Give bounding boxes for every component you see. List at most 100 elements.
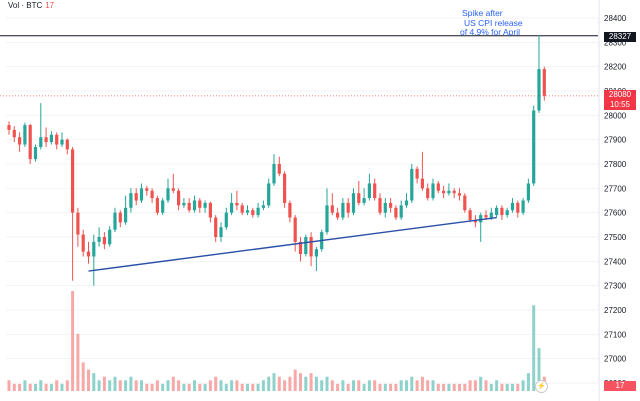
volume-bar [309, 373, 313, 391]
candle [150, 188, 154, 203]
candle-body [489, 212, 493, 218]
annotation-line-1: Spike after [462, 8, 503, 18]
candle-body [436, 183, 440, 191]
volume-bar [304, 376, 308, 391]
candle [182, 198, 186, 208]
candle [108, 226, 112, 247]
bar-countdown: 10:55 [609, 100, 631, 109]
volume-bar [230, 380, 234, 391]
candle [177, 188, 181, 211]
candle [60, 132, 64, 147]
volume-bar [346, 383, 350, 391]
volume-bar [118, 380, 122, 391]
volume-bar [293, 369, 297, 391]
volume-bar [283, 380, 287, 391]
candle-body [71, 149, 75, 213]
candle [357, 181, 361, 206]
candle-body [526, 183, 530, 201]
volume-bar [277, 376, 281, 391]
volume-bar [357, 380, 361, 391]
volume-bar [341, 380, 345, 391]
candle-body [145, 188, 149, 191]
candle [33, 144, 38, 162]
volume-bar [55, 380, 59, 391]
volume-bars [7, 291, 546, 391]
volume-indicator-label[interactable]: Vol · BTC 17 [8, 1, 54, 10]
volume-bar [256, 383, 260, 391]
volume-bar [447, 383, 451, 391]
candle-body [251, 210, 255, 216]
volume-bar [150, 383, 154, 391]
volume-bar [87, 369, 90, 391]
candle [256, 202, 260, 218]
candle-body [298, 241, 303, 255]
candle [12, 126, 16, 143]
candle [288, 200, 292, 223]
candle [452, 188, 456, 199]
price-grid [6, 17, 598, 384]
lightning-icon[interactable]: ⚡ [535, 380, 548, 393]
volume-bar [182, 383, 186, 391]
candle [145, 185, 149, 196]
candle-body [102, 237, 106, 245]
candle [389, 198, 393, 213]
candle-body [198, 200, 202, 208]
volume-bar [224, 383, 228, 391]
candle [426, 183, 430, 201]
volume-bar [7, 380, 11, 391]
candle-body [330, 205, 334, 213]
candle-body [187, 202, 191, 211]
candle [203, 200, 207, 213]
candle-body [118, 212, 122, 223]
candle-body [256, 207, 260, 216]
candle-body [81, 234, 85, 252]
volume-bar [526, 373, 530, 391]
candle [309, 232, 313, 267]
candle-body [76, 212, 80, 235]
volume-bar [219, 380, 223, 391]
candle-body [516, 202, 520, 213]
price-axis: 2840028300282002810028000279002780027700… [598, 0, 627, 401]
volume-bar [516, 383, 520, 391]
candle [442, 185, 446, 199]
candle [336, 207, 340, 220]
volume-bar [373, 380, 377, 391]
candle [495, 205, 499, 218]
candle [436, 181, 440, 194]
candle-body [65, 139, 69, 150]
candle-body [49, 134, 53, 143]
volume-bar [18, 383, 22, 391]
candle [251, 207, 255, 218]
candle-body [452, 190, 456, 194]
volume-bar [240, 383, 244, 391]
volume-bar [505, 383, 509, 391]
candle-body [468, 210, 472, 220]
candle [155, 195, 159, 216]
volume-bar [108, 380, 112, 391]
candle-body [484, 215, 488, 218]
volume-bar [383, 383, 387, 391]
volume-bar [420, 376, 424, 391]
support-trendline[interactable] [88, 216, 497, 272]
candle [516, 200, 520, 218]
candle-body [177, 190, 181, 206]
volume-bar [76, 333, 80, 391]
candle [219, 222, 223, 242]
candle [537, 35, 541, 113]
candle-body [33, 146, 38, 160]
candle [272, 154, 276, 186]
cpi-annotation[interactable]: Spike after US CPI release of 4.9% for A… [460, 8, 523, 38]
candle-body [378, 198, 382, 213]
candle-body [155, 198, 159, 213]
volume-bar [431, 380, 435, 391]
candle-body [224, 212, 228, 228]
candle-body [171, 188, 175, 191]
candle-body [309, 237, 313, 257]
candle-body [399, 205, 403, 218]
candle-body [97, 237, 101, 242]
candle [457, 188, 462, 201]
candle-body [442, 190, 446, 194]
candle [346, 198, 350, 218]
volume-bar [442, 383, 446, 391]
volume-bar [140, 380, 143, 391]
